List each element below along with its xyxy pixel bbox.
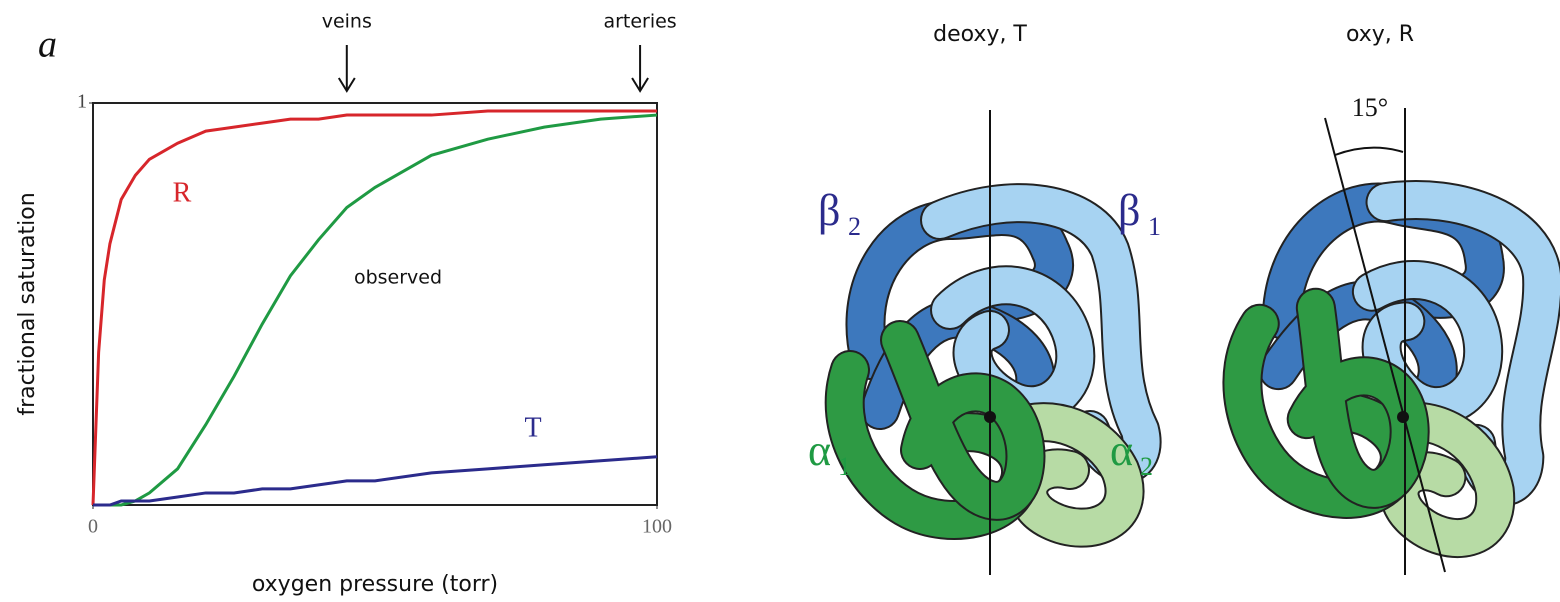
pivot (984, 411, 996, 423)
angle-arc (1335, 148, 1403, 155)
diagram: 15° deoxy, T oxy, R (845, 22, 1560, 575)
subunit-symbol: β (818, 186, 840, 235)
x-tick-label: 0 (88, 516, 98, 538)
panel-title: oxy, R (1346, 22, 1414, 47)
subunit-symbol: α (1110, 426, 1133, 475)
series-line (93, 111, 657, 505)
subunit-subscript: 1 (838, 452, 851, 481)
series-line (93, 457, 657, 505)
subunit-symbol: β (1118, 186, 1140, 235)
angle-label: 15° (1352, 93, 1388, 122)
y-tick-label: 1 (77, 91, 87, 113)
figure: a oxygen pressure (torr) fractional satu… (0, 0, 1560, 602)
panel-label: a (38, 24, 57, 66)
subunit-subscript: 2 (1140, 452, 1153, 481)
x-axis-label: oxygen pressure (torr) (252, 572, 498, 597)
series-label: R (173, 177, 192, 208)
series-label: T (524, 412, 541, 443)
annotation: veins (322, 11, 372, 33)
series-line (93, 115, 657, 505)
y-axis-label: fractional saturation (15, 192, 40, 415)
molecule (845, 203, 1142, 528)
subunit-subscript: 1 (1148, 212, 1161, 241)
subunit-subscript: 2 (848, 212, 861, 241)
pivot (1397, 411, 1409, 423)
annotation: arteries (603, 11, 676, 33)
panel-title: deoxy, T (933, 22, 1027, 47)
subunit-symbol: α (808, 426, 831, 475)
plot-frame (93, 103, 657, 505)
molecule (1214, 161, 1560, 551)
x-tick-label: 100 (642, 516, 672, 538)
series-label: observed (354, 267, 442, 289)
